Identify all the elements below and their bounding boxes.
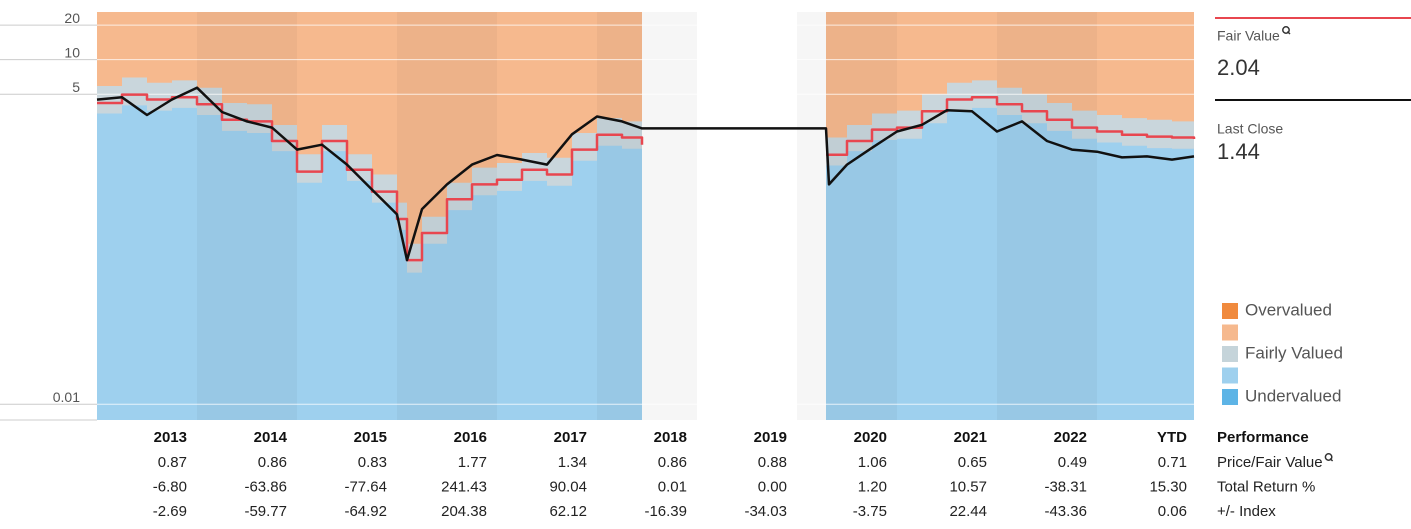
y-tick-label: 5	[72, 79, 80, 95]
table-cell: 0.01	[658, 478, 687, 495]
table-cell: 1.20	[858, 478, 887, 495]
fair-value-label: Fair Value	[1217, 28, 1280, 44]
column-header: 2016	[454, 429, 487, 446]
table-cell: -38.31	[1044, 478, 1087, 495]
table-cell: 90.04	[549, 478, 587, 495]
table-cell: 0.86	[658, 454, 687, 471]
table-cell: 0.00	[758, 478, 787, 495]
table-cell: 62.12	[549, 503, 587, 520]
valuation-band	[97, 105, 642, 421]
column-shade	[597, 12, 697, 420]
grid	[0, 24, 1197, 421]
table-cell: 241.43	[441, 478, 487, 495]
series-line	[97, 93, 644, 262]
table-cell: 0.83	[358, 454, 387, 471]
last-close: 1.44	[1217, 139, 1260, 164]
column-header: 2014	[254, 429, 288, 446]
row-label: Total Return %	[1217, 478, 1315, 495]
legend-label: Overvalued	[1245, 300, 1332, 319]
column-header: 2015	[354, 429, 387, 446]
y-tick-label: 0.01	[53, 389, 80, 405]
column-header: 2019	[754, 429, 787, 446]
table-cell: -2.69	[153, 503, 187, 520]
table-cell: -64.92	[344, 503, 387, 520]
table-cell: -3.75	[853, 503, 887, 520]
valuation-band	[826, 107, 1194, 421]
table-cell: 204.38	[441, 503, 487, 520]
table-cell: 15.30	[1149, 478, 1187, 495]
legend-swatch	[1222, 389, 1238, 405]
legend-swatch	[1222, 303, 1238, 319]
column-header: 2013	[154, 429, 187, 446]
quant-icon-tail	[1286, 30, 1291, 35]
table-cell: 0.88	[758, 454, 787, 471]
series-line	[96, 86, 1195, 262]
table-cell: -59.77	[244, 503, 287, 520]
table-cell: -43.36	[1044, 503, 1087, 520]
table-cell: -34.03	[744, 503, 787, 520]
quant-icon-tail	[1329, 457, 1334, 462]
legend-swatch	[1222, 324, 1238, 341]
series-line	[826, 96, 1196, 156]
legend-label: Fairly Valued	[1245, 343, 1343, 362]
price-lines	[96, 86, 1196, 262]
table-cell: 0.49	[1058, 454, 1087, 471]
quant-icon	[1324, 453, 1334, 462]
column-header: 2017	[554, 429, 587, 446]
valuation-areas	[97, 12, 1194, 421]
fair-value: 2.04	[1217, 55, 1260, 80]
legend-label: Undervalued	[1245, 386, 1341, 405]
table-cell: -63.86	[244, 478, 287, 495]
row-label: +/- Index	[1217, 503, 1276, 520]
table-cell: -77.64	[344, 478, 387, 495]
last-close-label: Last Close	[1217, 121, 1283, 137]
y-tick-label: 10	[64, 44, 80, 60]
labels: 0.01 5 10 20 Fair Value 2.04 Last Close 1.44 Ove…	[53, 10, 1411, 520]
quant-icon-ring	[1324, 453, 1333, 461]
column-header: 2020	[854, 429, 887, 446]
legend-swatch	[1222, 346, 1238, 362]
column-header: YTD	[1157, 429, 1187, 446]
table-header: Performance	[1217, 429, 1309, 446]
table-cell: -16.39	[644, 503, 687, 520]
legend-swatch	[1222, 367, 1238, 384]
table-cell: 1.06	[858, 454, 887, 471]
table-cell: 0.86	[258, 454, 287, 471]
column-header: 2018	[654, 429, 687, 446]
column-header: 2021	[954, 429, 987, 446]
table-cell: 0.87	[158, 454, 187, 471]
table-cell: 0.06	[1158, 503, 1187, 520]
table-cell: 10.57	[949, 478, 987, 495]
quant-icon-ring	[1282, 26, 1290, 34]
table-cell: -6.80	[153, 478, 187, 495]
table-cell: 0.65	[958, 454, 987, 471]
quant-icon	[1282, 26, 1291, 35]
table-cell: 1.34	[558, 454, 587, 471]
table-cell: 1.77	[458, 454, 487, 471]
column-shade	[797, 12, 897, 420]
column-header: 2022	[1054, 429, 1087, 446]
column-shade	[197, 12, 297, 420]
row-label: Price/Fair Value	[1217, 454, 1323, 471]
y-tick-label: 20	[64, 10, 80, 26]
column-shade	[997, 12, 1097, 420]
table-cell: 0.71	[1158, 454, 1187, 471]
table-cell: 22.44	[949, 503, 987, 520]
